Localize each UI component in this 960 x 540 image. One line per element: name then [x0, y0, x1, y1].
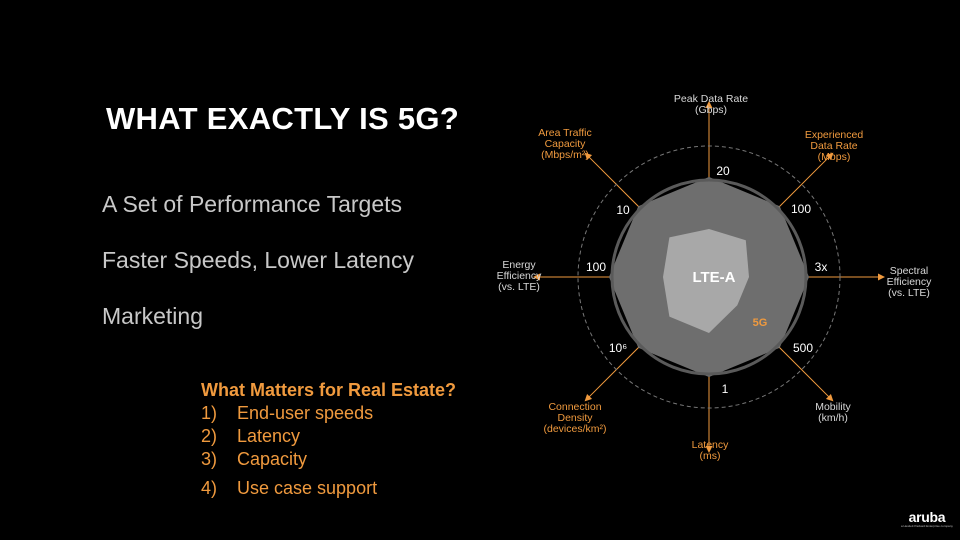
real-estate-heading: What Matters for Real Estate?	[201, 380, 457, 400]
bullet-marketing: Marketing	[102, 303, 203, 329]
bullet-performance-targets: A Set of Performance Targets	[102, 191, 403, 217]
list-item: 4) Use case support	[201, 477, 456, 500]
axis-name-2: Spectral Efficiency (vs. LTE)	[887, 265, 932, 299]
list-text: Use case support	[237, 478, 378, 498]
list-number: 1)	[201, 403, 218, 423]
axis-value-6: 100	[586, 260, 606, 274]
axis-value-7: 10	[616, 203, 630, 217]
axis-name-7: Area Traffic Capacity (Mbps/m²)	[538, 127, 592, 161]
lte-a-area	[663, 229, 749, 333]
slide-title: WHAT EXACTLY IS 5G?	[106, 101, 460, 136]
list-text: Capacity	[237, 449, 308, 469]
axis-value-3: 500	[793, 341, 813, 355]
axis-value-1: 100	[791, 202, 811, 216]
axis-value-4: 1	[722, 382, 729, 396]
axis-name-1: Experienced Data Rate (Mbps)	[805, 129, 864, 163]
axis-labels: 20 100 3x 500 1 10⁶ 100 10 Peak Data Rate (Gbps) E…	[497, 93, 932, 462]
real-estate-list: What Matters for Real Estate? 1) End-user…	[201, 380, 456, 500]
list-item: 3) Capacity	[201, 448, 456, 471]
list-number: 4)	[201, 478, 218, 498]
5g-label: 5G	[753, 317, 768, 329]
list-text: End-user speeds	[237, 403, 374, 423]
list-text: Latency	[237, 426, 301, 446]
list-number: 2)	[201, 426, 218, 446]
axis-value-5: 10⁶	[609, 341, 627, 355]
logo-wordmark: aruba	[908, 509, 946, 525]
outer-dashed-ring	[577, 145, 841, 409]
list-number: 3)	[201, 449, 218, 469]
axis-name-5: Connection Density (devices/km²)	[543, 401, 606, 435]
axis-name-3: Mobility (km/h)	[815, 401, 851, 424]
bullet-faster-speeds: Faster Speeds, Lower Latency	[102, 247, 414, 273]
axis-name-6: Energy Efficiency (vs. LTE)	[497, 259, 542, 293]
list-item: 2) Latency	[201, 425, 456, 448]
reference-ring	[610, 178, 808, 376]
lte-a-label: LTE-A	[692, 269, 735, 286]
axis-value-0: 20	[716, 164, 730, 178]
list-item: 1) End-user speeds	[201, 402, 456, 425]
axis-name-0: Peak Data Rate (Gbps)	[674, 93, 748, 116]
axis-name-4: Latency (ms)	[692, 439, 730, 462]
axis-value-2: 3x	[815, 260, 828, 274]
logo-tagline: a Hewlett Packard Enterprise company	[901, 524, 953, 528]
aruba-logo: aruba a Hewlett Packard Enterprise compa…	[901, 510, 953, 528]
